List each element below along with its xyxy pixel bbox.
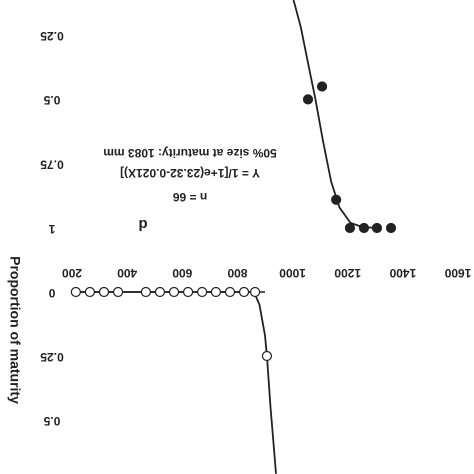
x-tick-label: 400 bbox=[117, 266, 137, 280]
data-point bbox=[182, 286, 194, 298]
x-tick-label: 1600 bbox=[444, 266, 471, 280]
data-point bbox=[154, 286, 166, 298]
data-point bbox=[98, 286, 110, 298]
y-axis-label: Proportion of maturity bbox=[7, 256, 23, 404]
y-tick-label: 1 bbox=[48, 222, 55, 236]
panel-label: d bbox=[138, 216, 147, 233]
y-tick-label: 0.25 bbox=[40, 29, 64, 43]
data-point bbox=[261, 350, 273, 362]
data-point bbox=[210, 286, 222, 298]
data-point bbox=[344, 222, 356, 234]
data-point bbox=[70, 286, 81, 298]
data-point bbox=[302, 94, 314, 105]
annotation: n = 66 bbox=[173, 190, 208, 204]
data-point bbox=[168, 286, 180, 298]
y-tick-label: 0.5 bbox=[43, 93, 60, 107]
data-point bbox=[238, 286, 250, 298]
fit-curve bbox=[72, 291, 277, 474]
fit-curve bbox=[292, 0, 376, 229]
annotation: 50% size at maturity: 1083 mm bbox=[103, 146, 276, 160]
data-point bbox=[84, 286, 96, 298]
x-tick-label: 600 bbox=[172, 266, 192, 280]
x-tick-label: 1400 bbox=[389, 266, 416, 280]
x-tick-label: 800 bbox=[227, 266, 247, 280]
data-point bbox=[112, 286, 124, 298]
data-point bbox=[385, 222, 397, 234]
y-tick-label: 0 bbox=[48, 286, 55, 300]
annotation: Y = 1/[1+e(23.32-0.021X)] bbox=[120, 166, 260, 180]
y-tick-label: 0.5 bbox=[43, 414, 60, 428]
data-point bbox=[140, 286, 151, 298]
data-point bbox=[197, 286, 208, 298]
data-point bbox=[371, 222, 383, 234]
data-point bbox=[249, 286, 261, 298]
x-tick-label: 1000 bbox=[279, 266, 306, 280]
y-tick-label: 0.75 bbox=[40, 158, 64, 172]
data-point bbox=[358, 222, 370, 234]
y-tick-label: 0.25 bbox=[40, 350, 64, 364]
x-tick-label: 1200 bbox=[334, 266, 361, 280]
data-point bbox=[331, 194, 342, 205]
data-point bbox=[316, 81, 328, 92]
x-tick-label: 200 bbox=[62, 266, 82, 280]
data-point bbox=[224, 286, 236, 298]
